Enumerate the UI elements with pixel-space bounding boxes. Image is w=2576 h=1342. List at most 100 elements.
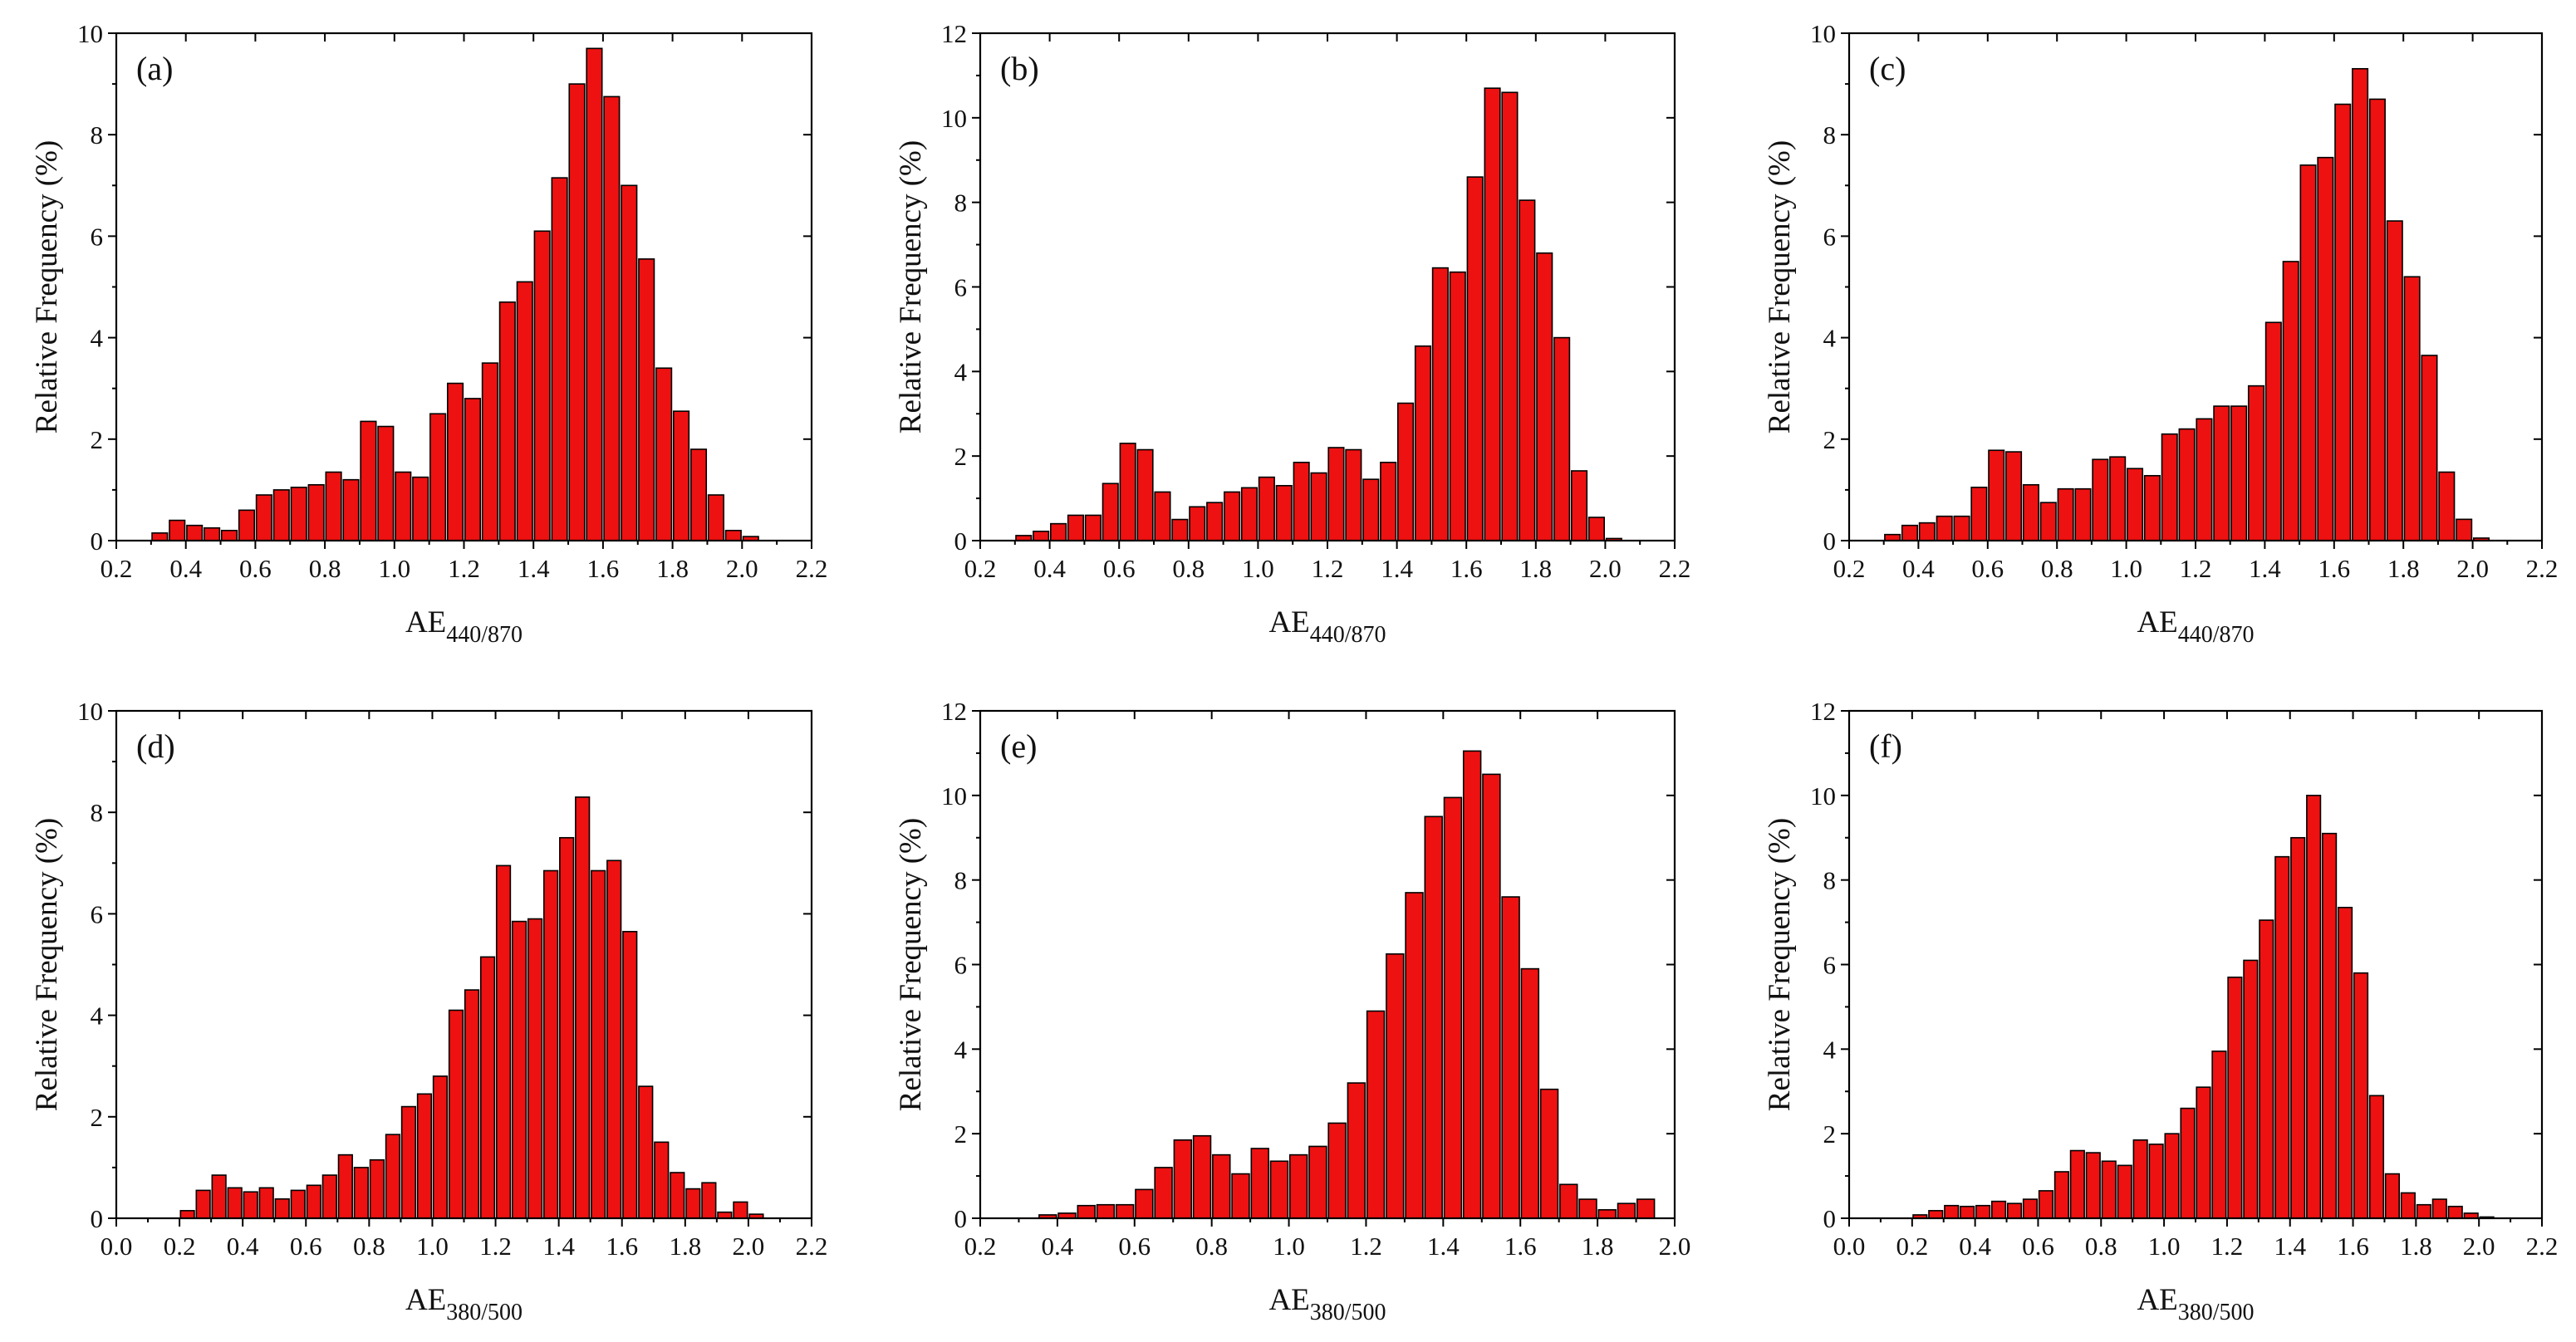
- y-tick-label: 8: [91, 798, 104, 827]
- bar: [2282, 261, 2299, 541]
- y-tick-label: 10: [1810, 781, 1836, 811]
- x-tick-label: 1.4: [1381, 554, 1413, 583]
- x-tick-label: 2.0: [1589, 554, 1622, 583]
- bar: [1050, 522, 1067, 541]
- x-tick-label: 0.4: [1959, 1232, 1991, 1261]
- x-tick-label: 1.8: [2400, 1232, 2432, 1261]
- x-tick-label: 1.0: [2148, 1232, 2181, 1261]
- bar: [533, 230, 551, 541]
- bar: [211, 1174, 227, 1219]
- x-axis-label-main: AE: [2137, 605, 2177, 639]
- x-tick-label: 0.2: [1896, 1232, 1928, 1261]
- bar: [369, 1158, 385, 1219]
- y-tick-label: 6: [954, 273, 968, 302]
- bar: [1115, 1203, 1135, 1219]
- bar: [575, 796, 591, 1219]
- x-tick-label: 0.8: [2041, 554, 2073, 583]
- panel-label: (a): [136, 50, 173, 87]
- bar: [2353, 972, 2369, 1219]
- x-tick-label: 1.2: [1312, 554, 1344, 583]
- bar: [464, 398, 482, 541]
- bar: [1084, 514, 1102, 541]
- y-tick-label: 2: [954, 442, 968, 471]
- bar: [2109, 456, 2127, 541]
- bar: [1519, 199, 1536, 541]
- bar: [1135, 1188, 1154, 1219]
- bar: [1136, 448, 1154, 541]
- x-tick-label: 0.6: [239, 554, 272, 583]
- x-tick-label: 1.8: [1582, 1232, 1614, 1261]
- bar: [1171, 518, 1189, 541]
- bar: [591, 869, 606, 1219]
- bar: [621, 184, 638, 541]
- y-tick-label: 0: [954, 527, 968, 556]
- bar: [2101, 1160, 2117, 1219]
- bar: [2148, 1144, 2164, 1219]
- y-tick-label: 6: [91, 222, 104, 251]
- bar: [2438, 471, 2456, 541]
- bar: [1536, 252, 1553, 541]
- bar: [2403, 276, 2421, 541]
- x-tick-label: 1.0: [2110, 554, 2142, 583]
- x-tick-label: 0.4: [1902, 554, 1935, 583]
- bar: [243, 1191, 258, 1219]
- x-tick-label: 1.6: [1504, 1232, 1537, 1261]
- bar: [432, 1075, 449, 1219]
- x-tick-label: 1.4: [2249, 554, 2281, 583]
- x-tick-label: 1.2: [479, 1232, 512, 1261]
- x-tick-label: 1.8: [669, 1232, 701, 1261]
- plot-frame: [979, 32, 1676, 542]
- bar: [1119, 443, 1136, 541]
- y-tick-label: 0: [1823, 527, 1837, 556]
- y-tick-label: 0: [1823, 1204, 1837, 1233]
- x-tick-label: 1.6: [2337, 1232, 2369, 1261]
- x-axis-label-subscript: 380/500: [1310, 1300, 1386, 1325]
- bar: [1077, 1204, 1096, 1219]
- bar: [2322, 832, 2338, 1219]
- bar: [638, 1085, 654, 1219]
- bar: [416, 1093, 433, 1219]
- y-tick-label: 10: [77, 19, 103, 48]
- bar: [586, 47, 603, 541]
- x-axis-label: AE380/500: [1268, 1283, 1386, 1325]
- x-tick-label: 2.0: [1659, 1232, 1691, 1261]
- x-tick-label: 1.0: [1242, 554, 1274, 583]
- bar: [495, 864, 512, 1219]
- bar: [2384, 1173, 2400, 1219]
- x-axis-label-subscript: 440/870: [2178, 622, 2255, 648]
- x-axis-label-main: AE: [2137, 1283, 2177, 1317]
- y-tick-label: 8: [954, 866, 968, 895]
- plot-frame: [115, 709, 813, 1220]
- bar: [2243, 959, 2259, 1219]
- bar: [400, 1105, 417, 1219]
- y-tick-label: 2: [1823, 425, 1837, 454]
- y-tick-label: 2: [1823, 1119, 1837, 1149]
- x-tick-label: 0.2: [964, 554, 997, 583]
- bar: [1250, 1148, 1269, 1219]
- bar: [2317, 156, 2334, 541]
- bar: [1310, 472, 1327, 541]
- bar: [2180, 1107, 2196, 1219]
- x-axis-label-subscript: 440/870: [446, 622, 523, 648]
- plot-frame: [115, 32, 813, 542]
- y-tick-label: 4: [1823, 1035, 1837, 1064]
- y-tick-label: 10: [77, 697, 103, 726]
- y-tick-label: 2: [91, 1103, 104, 1132]
- bar: [1553, 336, 1571, 541]
- bar: [290, 1189, 306, 1219]
- bar: [429, 413, 447, 541]
- bar: [2290, 836, 2306, 1219]
- bar: [1559, 1183, 1578, 1219]
- y-axis-label: Relative Frequency (%): [1763, 818, 1797, 1111]
- bar: [337, 1153, 353, 1219]
- bar: [1386, 953, 1405, 1219]
- bar: [1173, 1139, 1193, 1219]
- bar: [1269, 1160, 1289, 1219]
- x-tick-label: 0.8: [309, 554, 341, 583]
- bar: [1327, 1122, 1347, 1219]
- bar: [2227, 976, 2243, 1219]
- bar: [255, 494, 272, 541]
- bar: [2143, 474, 2161, 541]
- x-tick-label: 2.0: [2456, 554, 2489, 583]
